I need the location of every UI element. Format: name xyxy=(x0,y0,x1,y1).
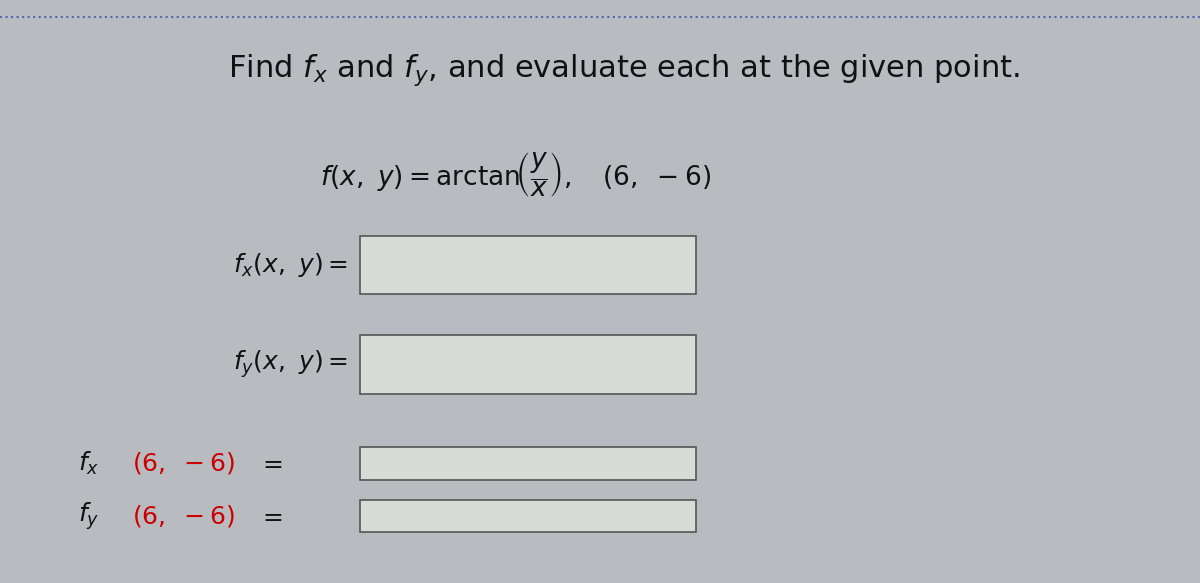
FancyBboxPatch shape xyxy=(360,500,696,532)
Text: $(6,\ -6)$: $(6,\ -6)$ xyxy=(132,503,235,529)
Text: $=$: $=$ xyxy=(258,504,283,528)
Text: $f_x(x,\ y) =$: $f_x(x,\ y) =$ xyxy=(233,251,348,279)
FancyBboxPatch shape xyxy=(360,448,696,479)
Text: $f_y$: $f_y$ xyxy=(78,500,100,532)
Text: $f(x,\ y) = \mathrm{arctan}\!\left(\dfrac{y}{x}\right),\quad (6,\ -6)$: $f(x,\ y) = \mathrm{arctan}\!\left(\dfra… xyxy=(320,150,712,199)
Text: $(6,\ -6)$: $(6,\ -6)$ xyxy=(132,451,235,476)
Text: $=$: $=$ xyxy=(258,451,283,476)
Text: $f_y(x,\ y) =$: $f_y(x,\ y) =$ xyxy=(233,349,348,380)
FancyBboxPatch shape xyxy=(360,335,696,394)
Text: Find $f_x$ and $f_y$, and evaluate each at the given point.: Find $f_x$ and $f_y$, and evaluate each … xyxy=(228,52,1020,88)
Text: $f_x$: $f_x$ xyxy=(78,450,100,477)
FancyBboxPatch shape xyxy=(360,236,696,294)
